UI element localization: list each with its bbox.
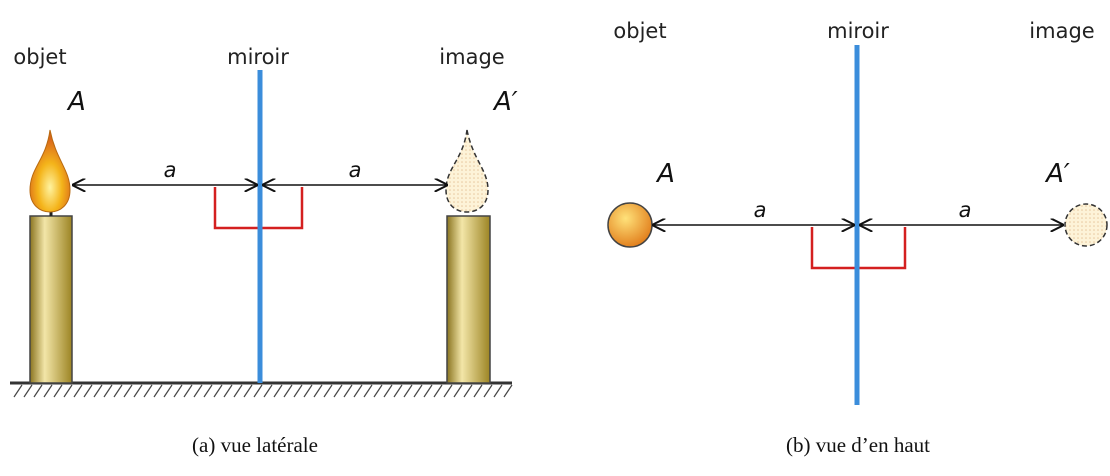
hatch-line <box>454 385 462 397</box>
hatch-line <box>474 385 482 397</box>
caption: (b) vue d’en haut <box>786 433 930 457</box>
image-point <box>1065 204 1107 246</box>
hatch-line <box>44 385 52 397</box>
label-image: image <box>1029 19 1094 43</box>
point-label: A <box>66 87 86 117</box>
hatch-line <box>114 385 122 397</box>
label-object: objet <box>613 19 666 43</box>
hatch-line <box>444 385 452 397</box>
hatch-line <box>184 385 192 397</box>
hatch-line <box>174 385 182 397</box>
panel-side: objet miroir image A A′ a a (a) vue laté… <box>10 45 518 457</box>
distance-label: a <box>754 198 767 222</box>
hatch-line <box>84 385 92 397</box>
hatch-line <box>354 385 362 397</box>
hatch-line <box>424 385 432 397</box>
hatch-line <box>334 385 342 397</box>
hatch-line <box>24 385 32 397</box>
hatch-line <box>374 385 382 397</box>
hatch-line <box>124 385 132 397</box>
distance-label: a <box>959 198 972 222</box>
hatch-line <box>74 385 82 397</box>
image-point-label: A′ <box>1044 159 1070 189</box>
panel-top: objet miroir image a a A A′ (b) vue d’en… <box>608 19 1107 457</box>
distance-label: a <box>349 158 362 182</box>
hatch-line <box>214 385 222 397</box>
hatch-line <box>194 385 202 397</box>
hatch-line <box>264 385 272 397</box>
hatch-line <box>94 385 102 397</box>
object-point <box>608 203 652 247</box>
hatch-line <box>494 385 502 397</box>
image-point-label: A′ <box>492 87 518 117</box>
hatch-line <box>324 385 332 397</box>
hatch-line <box>234 385 242 397</box>
hatch-line <box>504 385 512 397</box>
distance-label: a <box>164 158 177 182</box>
candle-image <box>447 216 490 383</box>
hatch-line <box>404 385 412 397</box>
hatch-line <box>294 385 302 397</box>
candle <box>30 216 72 383</box>
hatch-line <box>54 385 62 397</box>
hatch-line <box>394 385 402 397</box>
hatch-line <box>144 385 152 397</box>
label-image: image <box>439 45 504 69</box>
hatch-line <box>364 385 372 397</box>
hatch-line <box>414 385 422 397</box>
hatch-line <box>244 385 252 397</box>
hatch-line <box>464 385 472 397</box>
hatch-line <box>34 385 42 397</box>
label-object: objet <box>13 45 66 69</box>
ground-hatch <box>14 385 512 397</box>
hatch-line <box>154 385 162 397</box>
figure: objet miroir image A A′ a a (a) vue laté… <box>0 0 1110 476</box>
flame-image <box>446 130 488 212</box>
hatch-line <box>64 385 72 397</box>
label-mirror: miroir <box>827 19 889 43</box>
hatch-line <box>484 385 492 397</box>
hatch-line <box>14 385 22 397</box>
hatch-line <box>304 385 312 397</box>
hatch-line <box>274 385 282 397</box>
caption: (a) vue latérale <box>192 433 318 457</box>
flame <box>30 130 70 212</box>
hatch-line <box>134 385 142 397</box>
hatch-line <box>164 385 172 397</box>
hatch-line <box>254 385 262 397</box>
hatch-line <box>104 385 112 397</box>
hatch-line <box>314 385 322 397</box>
label-mirror: miroir <box>227 45 289 69</box>
point-label: A <box>655 159 675 189</box>
hatch-line <box>284 385 292 397</box>
hatch-line <box>344 385 352 397</box>
hatch-line <box>224 385 232 397</box>
hatch-line <box>384 385 392 397</box>
hatch-line <box>204 385 212 397</box>
hatch-line <box>434 385 442 397</box>
